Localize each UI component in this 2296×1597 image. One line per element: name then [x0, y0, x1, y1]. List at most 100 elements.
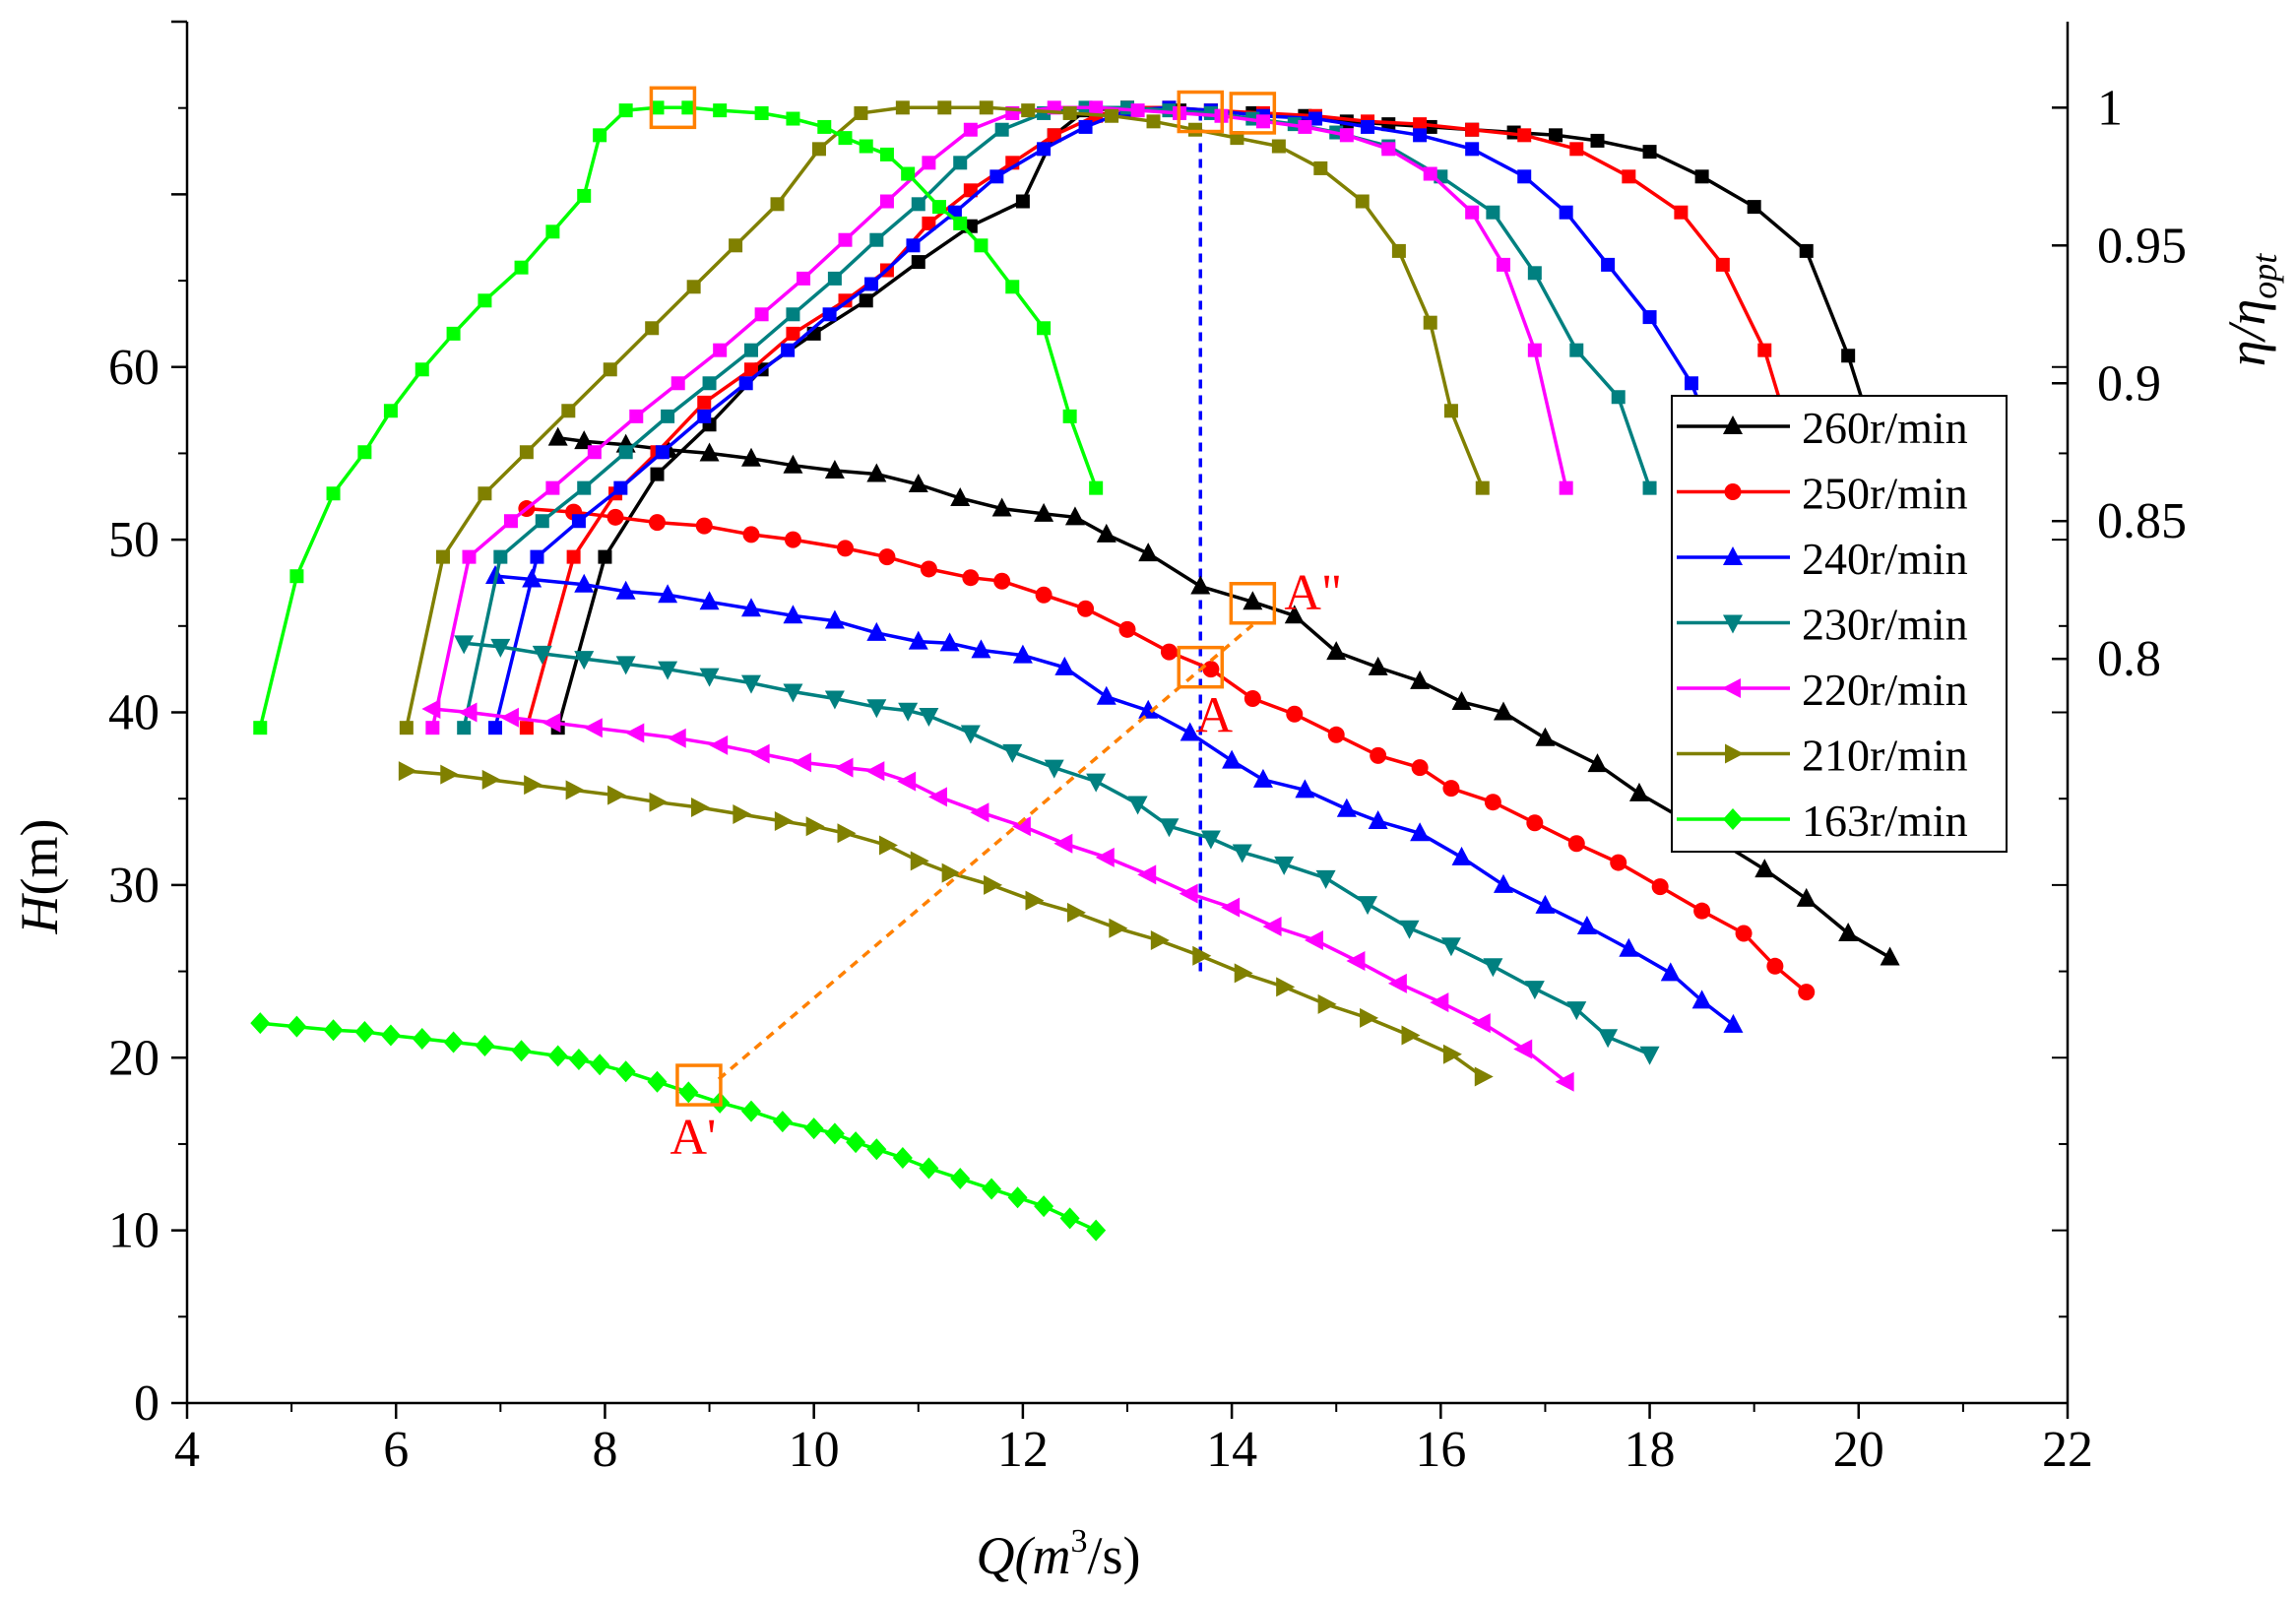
- head-point-s240: [1222, 749, 1243, 769]
- head-point-s163: [1059, 1207, 1080, 1230]
- y2-tick-label: 0.85: [2097, 493, 2187, 549]
- efficiency-point-s210: [770, 197, 785, 212]
- efficiency-point-s230: [535, 514, 549, 529]
- legend-label: 210r/min: [1802, 731, 1968, 781]
- legend-marker: [1723, 415, 1743, 434]
- efficiency-point-s240: [1465, 142, 1480, 157]
- head-point-s260: [950, 487, 971, 507]
- head-point-s210: [1360, 1007, 1379, 1028]
- efficiency-point-s240: [1361, 119, 1375, 134]
- head-point-s240: [1096, 685, 1116, 705]
- efficiency-point-s210: [937, 100, 952, 115]
- efficiency-point-s240: [781, 343, 796, 357]
- legend-item-s240: 240r/min: [1677, 534, 1968, 584]
- head-point-s163: [647, 1070, 668, 1093]
- x-tick-label: 8: [592, 1422, 617, 1478]
- y2-axis-title-sub: opt: [2245, 253, 2284, 299]
- head-point-s240: [1576, 915, 1597, 934]
- head-point-s260: [1034, 502, 1054, 522]
- efficiency-point-s230: [1527, 266, 1542, 281]
- efficiency-point-s220: [879, 194, 894, 209]
- head-point-s163: [323, 1019, 344, 1042]
- efficiency-point-s240: [989, 169, 1004, 184]
- legend-label: 240r/min: [1802, 534, 1968, 584]
- legend-label: 250r/min: [1802, 469, 1968, 519]
- efficiency-peak-box: [649, 86, 697, 130]
- head-point-s260: [1754, 859, 1775, 878]
- legend-marker: [1725, 743, 1744, 764]
- head-point-s250: [1370, 746, 1387, 764]
- efficiency-point-s210: [979, 100, 993, 115]
- efficiency-point-s230: [911, 197, 925, 212]
- head-point-s230: [1566, 1001, 1587, 1021]
- efficiency-point-s260: [650, 467, 665, 481]
- head-point-s163: [1007, 1186, 1028, 1209]
- y2-tick-label: 0.9: [2097, 355, 2161, 412]
- head-point-s240: [908, 630, 928, 650]
- efficiency-point-s220: [587, 445, 602, 460]
- head-point-s240: [1138, 699, 1159, 719]
- head-point-s230: [699, 668, 720, 687]
- efficiency-point-s240: [1559, 205, 1573, 220]
- x-tick-label: 10: [789, 1422, 840, 1478]
- head-point-s163: [846, 1131, 866, 1154]
- head-point-s250: [742, 526, 760, 543]
- efficiency-point-s163: [817, 119, 832, 134]
- efficiency-point-s250: [1413, 117, 1428, 132]
- head-point-s260: [1096, 523, 1116, 543]
- head-point-s240: [1691, 990, 1712, 1009]
- efficiency-point-s240: [571, 514, 586, 529]
- head-point-s163: [866, 1138, 887, 1161]
- series-s163: [250, 100, 1107, 1242]
- efficiency-point-s220: [1339, 128, 1354, 143]
- efficiency-point-s220: [503, 514, 518, 529]
- head-point-s230: [1399, 920, 1420, 939]
- head-point-s210: [1109, 918, 1128, 938]
- head-point-s210: [398, 761, 417, 782]
- annotation-label: A': [670, 1110, 716, 1166]
- efficiency-point-s163: [879, 147, 894, 161]
- head-point-s163: [1034, 1195, 1054, 1218]
- efficiency-point-s220: [629, 409, 644, 423]
- head-point-s163: [803, 1118, 824, 1140]
- efficiency-point-s260: [598, 549, 612, 564]
- head-point-s250: [1735, 925, 1753, 942]
- efficiency-point-s240: [488, 721, 503, 735]
- efficiency-point-s210: [1062, 105, 1077, 120]
- efficiency-point-s250: [1517, 128, 1532, 143]
- head-point-s260: [741, 447, 761, 467]
- head-point-s210: [524, 775, 543, 796]
- head-point-s163: [380, 1024, 401, 1047]
- efficiency-point-s210: [686, 280, 701, 294]
- efficiency-point-s163: [253, 721, 268, 735]
- head-point-s240: [741, 598, 761, 617]
- head-point-s250: [962, 569, 980, 587]
- head-point-s220: [709, 735, 729, 755]
- efficiency-point-s163: [478, 293, 492, 308]
- efficiency-point-s240: [697, 409, 712, 423]
- series-s220: [421, 100, 1574, 1092]
- head-point-s163: [412, 1027, 432, 1050]
- head-point-s250: [1077, 600, 1095, 617]
- head-point-s260: [991, 497, 1012, 517]
- efficiency-point-s163: [326, 486, 341, 501]
- head-point-s220: [1011, 816, 1031, 837]
- y-axis-title: H(m): [10, 819, 69, 935]
- head-line-s250: [526, 506, 1808, 993]
- head-point-s250: [1567, 835, 1585, 853]
- efficiency-point-s210: [1271, 139, 1286, 154]
- head-point-s220: [1430, 992, 1449, 1013]
- efficiency-point-s230: [786, 307, 800, 322]
- head-point-s230: [1639, 1046, 1660, 1065]
- efficiency-point-s250: [1674, 205, 1689, 220]
- head-point-s220: [897, 771, 917, 792]
- efficiency-point-s210: [1423, 315, 1437, 330]
- efficiency-point-s250: [519, 721, 534, 735]
- head-point-s210: [440, 764, 460, 785]
- head-point-s250: [1286, 705, 1304, 723]
- head-point-s210: [837, 823, 857, 844]
- head-point-s163: [547, 1045, 568, 1067]
- efficiency-point-s260: [1799, 243, 1814, 258]
- head-point-s220: [542, 713, 561, 734]
- head-point-s250: [878, 548, 896, 566]
